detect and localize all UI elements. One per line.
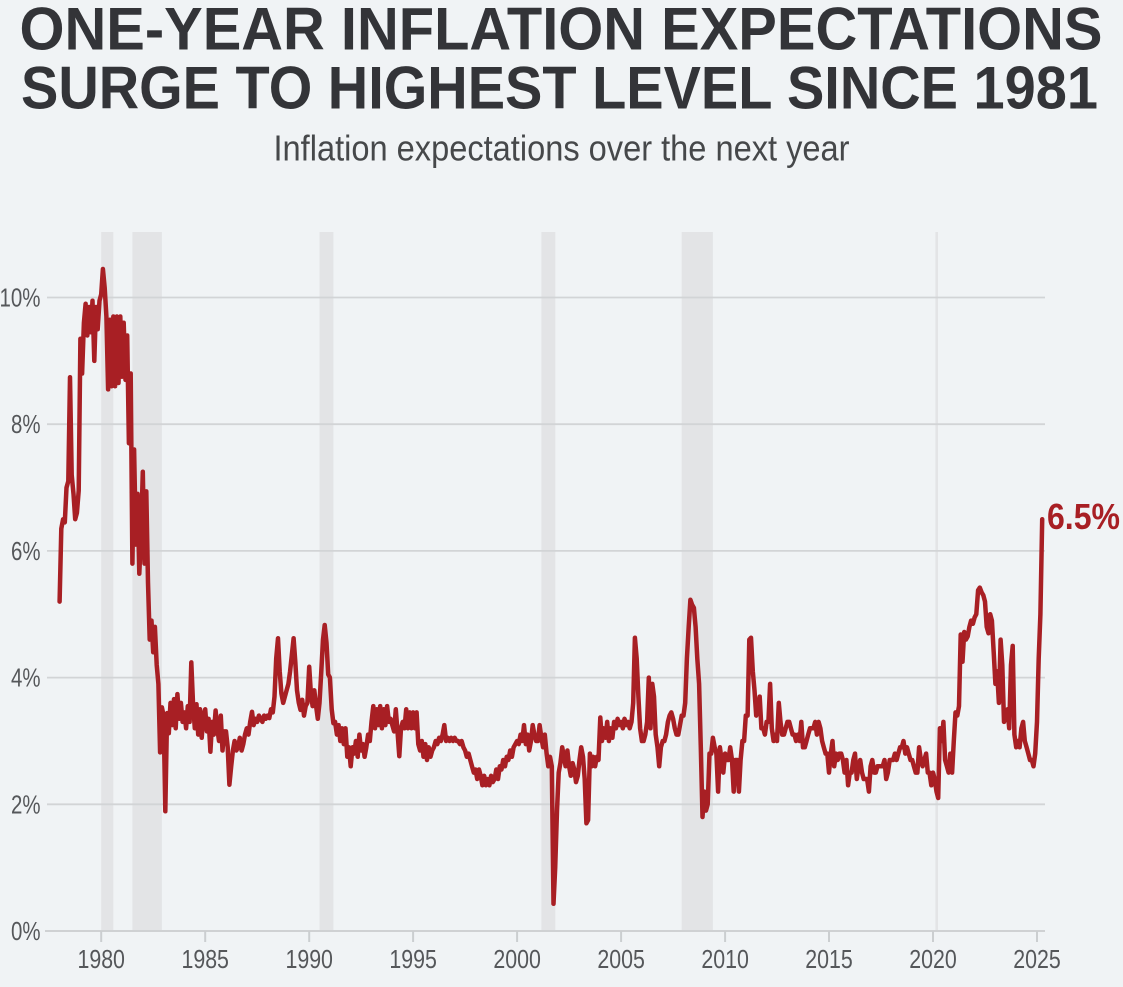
svg-text:4%: 4% <box>11 663 41 693</box>
svg-text:2000: 2000 <box>493 944 541 974</box>
svg-text:2005: 2005 <box>597 944 645 974</box>
svg-text:1990: 1990 <box>285 944 333 974</box>
svg-text:6.5%: 6.5% <box>1047 496 1120 537</box>
svg-text:2010: 2010 <box>701 944 749 974</box>
svg-text:2020: 2020 <box>909 944 957 974</box>
svg-text:2%: 2% <box>11 789 41 819</box>
svg-text:ONE-YEAR INFLATION EXPECTATION: ONE-YEAR INFLATION EXPECTATIONS <box>20 0 1103 63</box>
svg-text:8%: 8% <box>11 409 41 439</box>
svg-text:1985: 1985 <box>181 944 229 974</box>
svg-text:SURGE TO HIGHEST LEVEL SINCE 1: SURGE TO HIGHEST LEVEL SINCE 1981 <box>21 55 1098 122</box>
svg-text:Inflation expectations over th: Inflation expectations over the next yea… <box>274 128 850 169</box>
svg-text:1995: 1995 <box>389 944 437 974</box>
svg-text:2025: 2025 <box>1013 944 1061 974</box>
svg-text:10%: 10% <box>0 283 41 313</box>
svg-text:0%: 0% <box>11 916 41 946</box>
svg-text:6%: 6% <box>11 536 41 566</box>
svg-text:2015: 2015 <box>805 944 853 974</box>
svg-text:1980: 1980 <box>77 944 125 974</box>
